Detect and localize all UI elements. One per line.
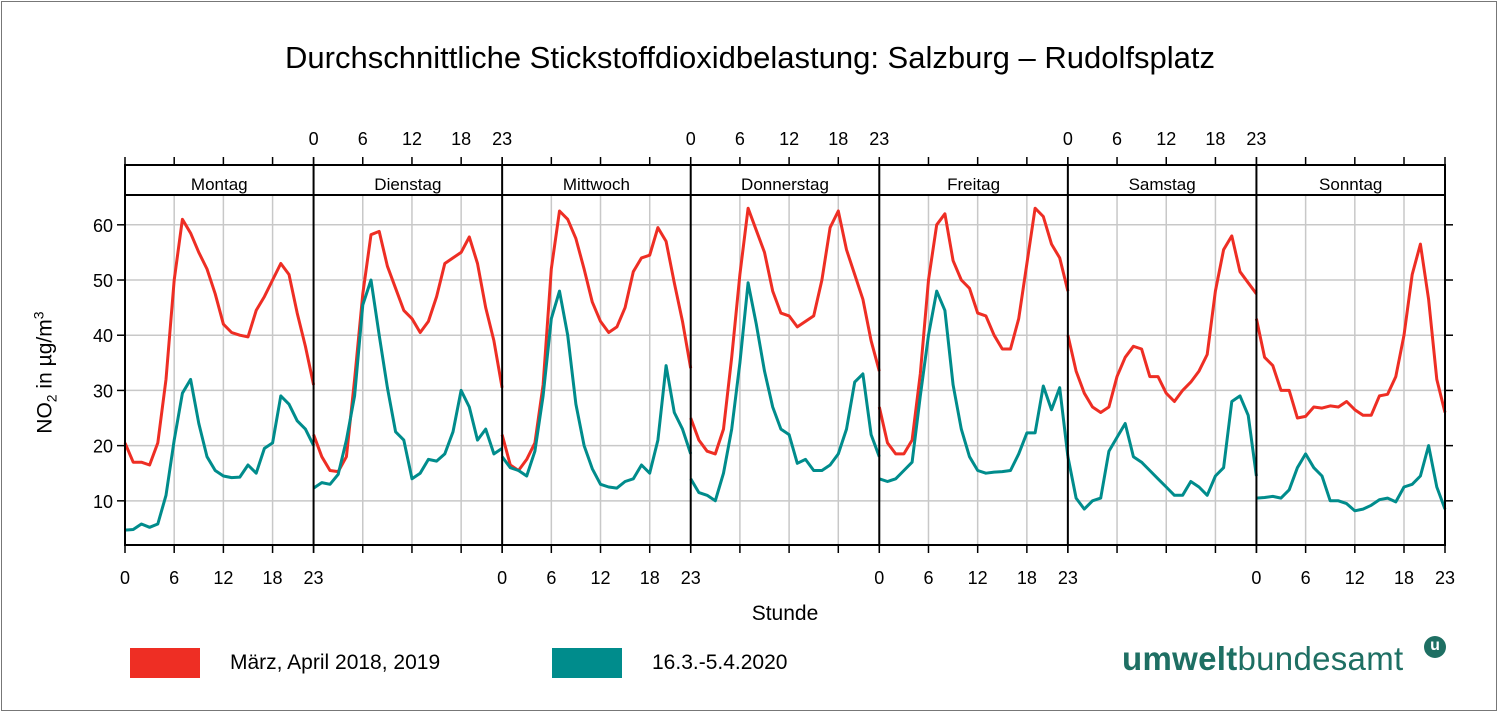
x-tick-label-bottom: 0 xyxy=(874,568,884,588)
x-tick-label-bottom: 12 xyxy=(968,568,988,588)
legend-item-2018-2019: März, April 2018, 2019 xyxy=(130,648,440,678)
x-tick-label-bottom: 18 xyxy=(640,568,660,588)
panel-label-freitag: Freitag xyxy=(947,175,1000,194)
legend-swatch-red xyxy=(130,648,200,678)
y-tick-label: 60 xyxy=(93,216,113,236)
x-tick-label-bottom: 18 xyxy=(263,568,283,588)
x-axis-label: Stunde xyxy=(751,602,819,625)
series-line-2020-dienstag xyxy=(312,278,503,490)
x-tick-label-top: 6 xyxy=(735,129,745,149)
legend-swatch-teal xyxy=(552,648,622,678)
x-tick-label-bottom: 0 xyxy=(497,568,507,588)
legend-label: März, April 2018, 2019 xyxy=(230,651,441,674)
x-tick-label-bottom: 12 xyxy=(1345,568,1365,588)
x-tick-label-top: 12 xyxy=(779,129,799,149)
umweltbundesamt-logo: umweltbundesamt xyxy=(1122,640,1403,678)
y-tick-label: 10 xyxy=(93,492,113,512)
series-line-2018-2019-sonntag xyxy=(1254,242,1447,420)
series-line-2020-mittwoch xyxy=(500,289,693,490)
x-tick-label-bottom: 23 xyxy=(681,568,701,588)
series-line-2020-donnerstag xyxy=(689,281,881,503)
x-tick-label-top: 0 xyxy=(686,129,696,149)
logo-bold: umwelt xyxy=(1122,640,1238,677)
panel-label-dienstag: Dienstag xyxy=(374,175,441,194)
logo-regular: bundesamt xyxy=(1237,640,1404,677)
series-line-2018-2019-samstag xyxy=(1066,234,1258,414)
x-tick-label-bottom: 0 xyxy=(1251,568,1261,588)
y-label-rest: in µg/m xyxy=(33,319,57,395)
x-tick-label-top: 23 xyxy=(492,129,512,149)
panel-label-sonntag: Sonntag xyxy=(1319,175,1382,194)
series-line-2018-2019-freitag xyxy=(877,206,1070,456)
x-tick-label-bottom: 18 xyxy=(1394,568,1414,588)
series-line-2018-2019-dienstag xyxy=(312,229,504,474)
legend-label: 16.3.-5.4.2020 xyxy=(652,651,788,674)
x-tick-label-top: 23 xyxy=(869,129,889,149)
x-tick-label-top: 18 xyxy=(1205,129,1225,149)
x-tick-label-top: 0 xyxy=(309,129,319,149)
x-tick-label-bottom: 18 xyxy=(1017,568,1037,588)
x-tick-label-bottom: 6 xyxy=(923,568,933,588)
x-tick-label-top: 12 xyxy=(1156,129,1176,149)
panel-label-donnerstag: Donnerstag xyxy=(741,175,829,194)
x-tick-label-top: 6 xyxy=(358,129,368,149)
series-line-2020-samstag xyxy=(1066,394,1258,511)
x-tick-label-top: 12 xyxy=(402,129,422,149)
x-tick-label-top: 23 xyxy=(1246,129,1266,149)
y-tick-label: 20 xyxy=(93,437,113,457)
series-line-2018-2019-donnerstag xyxy=(689,206,881,456)
y-tick-label: 30 xyxy=(93,381,113,401)
x-tick-label-bottom: 12 xyxy=(591,568,611,588)
y-tick-label: 50 xyxy=(93,271,113,291)
y-label-sub: 2 xyxy=(43,394,60,403)
x-tick-label-bottom: 23 xyxy=(1058,568,1078,588)
x-tick-label-top: 18 xyxy=(451,129,471,149)
y-axis-label: NO2 in µg/m3 xyxy=(30,273,59,473)
panel-label-samstag: Samstag xyxy=(1129,175,1196,194)
x-tick-label-top: 18 xyxy=(828,129,848,149)
series-line-2020-freitag xyxy=(878,289,1070,483)
logo-badge-icon: u xyxy=(1424,636,1446,658)
chart-title: Durchschnittliche Stickstoffdioxidbelast… xyxy=(285,40,1215,75)
series-line-2020-montag xyxy=(124,377,315,532)
series-line-2018-2019-mittwoch xyxy=(500,209,693,472)
y-label-sup: 3 xyxy=(30,311,47,320)
x-tick-label-bottom: 23 xyxy=(1435,568,1455,588)
panel-label-montag: Montag xyxy=(191,175,248,194)
x-tick-label-bottom: 6 xyxy=(546,568,556,588)
y-label-main: NO xyxy=(33,402,57,434)
x-tick-label-bottom: 12 xyxy=(213,568,233,588)
x-tick-label-top: 6 xyxy=(1112,129,1122,149)
plot-border xyxy=(124,164,1446,546)
x-tick-label-bottom: 0 xyxy=(120,568,130,588)
x-tick-label-top: 0 xyxy=(1063,129,1073,149)
legend-item-2020: 16.3.-5.4.2020 xyxy=(552,648,787,678)
series-line-2018-2019-montag xyxy=(123,217,316,467)
y-tick-label: 40 xyxy=(93,326,113,346)
x-tick-label-bottom: 6 xyxy=(169,568,179,588)
x-tick-label-bottom: 6 xyxy=(1301,568,1311,588)
x-tick-label-bottom: 23 xyxy=(304,568,324,588)
series-line-2020-sonntag xyxy=(1256,444,1447,513)
panel-label-mittwoch: Mittwoch xyxy=(563,175,630,194)
